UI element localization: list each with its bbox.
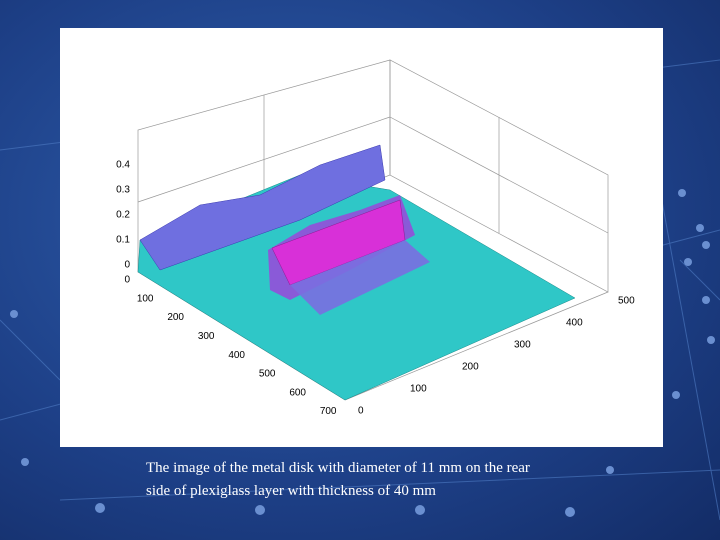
caption-line: The image of the metal disk with diamete… xyxy=(146,460,530,476)
z-tick-label: 0.2 xyxy=(116,210,130,221)
y-tick-label: 200 xyxy=(462,362,479,373)
x-tick-label: 300 xyxy=(198,331,215,342)
z-tick-label: 0.4 xyxy=(116,160,130,171)
x-tick-label: 100 xyxy=(137,293,154,304)
x-tick-label: 0 xyxy=(124,275,130,286)
x-tick-label: 400 xyxy=(228,350,245,361)
z-tick-label: 0 xyxy=(124,260,130,271)
caption-line: side of plexiglass layer with thickness … xyxy=(146,483,436,499)
y-tick-label: 500 xyxy=(618,296,635,307)
z-tick-label: 0.3 xyxy=(116,185,130,196)
x-tick-label: 200 xyxy=(167,312,184,323)
z-tick-label: 0.1 xyxy=(116,235,130,246)
y-tick-label: 100 xyxy=(410,384,427,395)
y-tick-label: 0 xyxy=(358,406,364,417)
y-tick-label: 400 xyxy=(566,318,583,329)
x-tick-label: 500 xyxy=(259,369,276,380)
x-tick-label: 700 xyxy=(320,406,337,417)
y-tick-label: 300 xyxy=(514,340,531,351)
x-tick-label: 600 xyxy=(289,387,306,398)
